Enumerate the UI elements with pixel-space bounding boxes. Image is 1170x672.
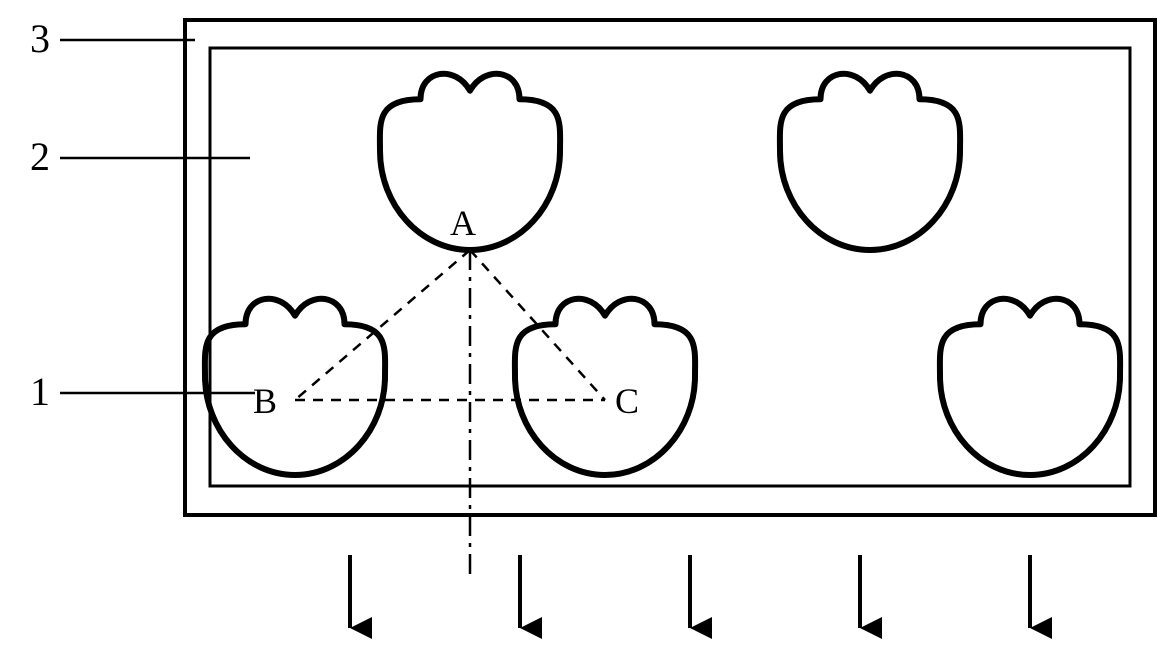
flow-arrows <box>350 555 1030 628</box>
label-leader-lines <box>60 40 255 393</box>
callout-label-3: 3 <box>30 16 50 61</box>
heart-shape <box>205 299 385 475</box>
heart-shape <box>515 299 695 475</box>
callout-label-2: 2 <box>30 134 50 179</box>
heart-shape <box>780 74 960 250</box>
heart-shapes-group <box>205 74 1120 475</box>
triangle-abc <box>295 250 605 400</box>
inner-frame <box>210 48 1130 486</box>
diagram-svg: 3 2 1 A B C <box>0 0 1170 672</box>
point-label-c: C <box>615 381 639 421</box>
heart-shape <box>940 299 1120 475</box>
callout-label-1: 1 <box>30 369 50 414</box>
point-label-b: B <box>253 381 277 421</box>
point-label-a: A <box>450 203 476 243</box>
